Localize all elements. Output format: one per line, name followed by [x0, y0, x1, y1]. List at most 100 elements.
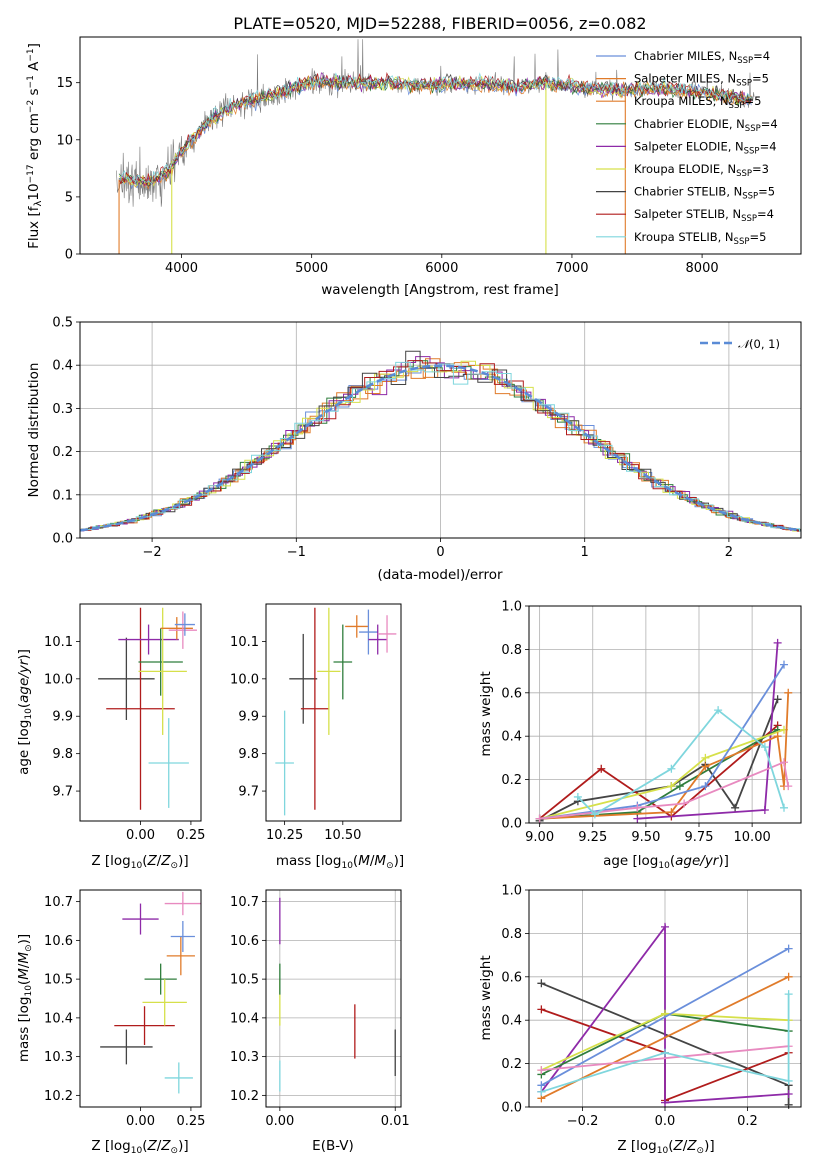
- y-tick-label: 0.0: [501, 817, 522, 832]
- y-tick-label: 10.3: [230, 1050, 259, 1065]
- label-part: 10: [26, 183, 42, 200]
- x-tick-label: 0.01: [381, 1114, 410, 1129]
- massweight-vs-z-marker: [784, 972, 793, 981]
- massweight-vs-age-marker: [784, 782, 793, 791]
- label-part: Z: [160, 1138, 171, 1154]
- massweight-vs-age-marker: [535, 814, 544, 823]
- y-tick-label: 0.4: [52, 359, 73, 374]
- label-part: −1: [26, 75, 36, 88]
- label-part: M: [358, 853, 370, 869]
- x-tick-label: 9.75: [685, 830, 714, 845]
- label-part: log: [16, 720, 32, 741]
- massweight-vs-z-marker: [784, 990, 793, 999]
- massweight-vs-age-marker: [667, 782, 676, 791]
- label-part: age/yr: [16, 658, 32, 703]
- figure-title: PLATE=0520, MJD=52288, FIBERID=0056, z=0…: [233, 14, 646, 33]
- y-tick-label: 9.7: [238, 785, 259, 800]
- x-tick-label: 2: [725, 545, 733, 560]
- massweight-vs-z-marker: [784, 1100, 793, 1109]
- spectrum-y-label: Flux [fλ10−17 erg cm−2 s−1 A−1]: [26, 43, 44, 249]
- legend-label-part: =3: [752, 162, 769, 176]
- label-part: M: [16, 952, 32, 964]
- legend-label-part: SSP: [736, 169, 752, 179]
- legend-label: Kroupa MILES, NSSP=5: [634, 94, 761, 111]
- label-part: 10: [131, 1146, 143, 1156]
- legend-label-part: Kroupa MILES, N: [634, 94, 729, 108]
- mass-vs-z-frame: [79, 889, 202, 1108]
- x-tick-label: 4000: [165, 261, 198, 276]
- y-tick-label: 9.7: [52, 785, 73, 800]
- mass-vs-z-axes: 0.00 0.25 10.2 10.3 10.4 10.5 10.6 10.7: [44, 895, 205, 1129]
- label-part: ⊙: [171, 861, 179, 871]
- label-part: age [: [603, 853, 638, 869]
- label-part: (: [142, 1138, 147, 1154]
- x-tick-label: 0.00: [126, 828, 155, 843]
- legend-label-part: Salpeter MILES, N: [634, 72, 736, 86]
- massweight-vs-age-marker: [680, 799, 689, 808]
- massweight-vs-age-series-line: [539, 664, 785, 820]
- label-part: )]: [16, 934, 32, 945]
- age-vs-z-frame: [79, 603, 202, 822]
- y-tick-label: 0.2: [501, 1057, 522, 1072]
- spectrum-axes: 4000 5000 6000 7000 8000 0 5 10 15: [56, 76, 718, 276]
- y-tick-label: 10.1: [230, 635, 259, 650]
- massweight-vs-z-marker: [661, 1098, 669, 1107]
- x-tick-label: −0.2: [567, 1114, 599, 1129]
- label-part: Z [: [617, 1138, 636, 1154]
- y-tick-label: 10.0: [230, 672, 259, 687]
- label-part: (: [353, 853, 358, 869]
- massweight-vs-z-marker: [784, 1089, 793, 1098]
- legend-label-part: Kroupa STELIB, N: [634, 230, 734, 244]
- legend-label-part: SSP: [736, 79, 752, 89]
- label-part: mass [: [276, 853, 321, 869]
- y-tick-label: 0.6: [501, 686, 522, 701]
- y-tick-label: 10.2: [230, 1089, 259, 1104]
- legend-label-part: Chabrier ELODIE, N: [634, 117, 745, 131]
- label-part: )]: [178, 1138, 189, 1154]
- y-tick-label: 10.5: [230, 973, 259, 988]
- massweight-vs-age-y-label: mass weight: [478, 671, 494, 756]
- label-part: (: [142, 853, 147, 869]
- x-tick-label: 0.25: [176, 1114, 205, 1129]
- legend-label-part: SSP: [734, 237, 750, 247]
- x-tick-label: 0: [436, 545, 444, 560]
- label-part: log: [16, 997, 32, 1018]
- y-tick-label: 1.0: [501, 600, 522, 615]
- massweight-vs-z-frame: [528, 889, 802, 1108]
- massweight-vs-z-marker: [661, 1048, 669, 1057]
- massweight-vs-z-marker: [537, 1066, 546, 1075]
- legend-label-part: SSP: [744, 146, 760, 156]
- mass-vs-ebv-x-label: E(B-V): [312, 1138, 354, 1154]
- label-part: Z: [686, 1138, 697, 1154]
- y-tick-label: 10.3: [44, 1050, 73, 1065]
- massweight-vs-z-marker: [661, 922, 669, 931]
- label-part: 10: [341, 861, 353, 871]
- y-tick-label: 10.6: [230, 934, 259, 949]
- label-part: )]: [16, 649, 32, 660]
- label-part: )]: [178, 853, 189, 869]
- label-part: log: [110, 853, 131, 869]
- x-tick-label: 7000: [555, 261, 588, 276]
- label-part: (0, 1): [749, 337, 780, 351]
- y-tick-label: 10.0: [44, 672, 73, 687]
- massweight-vs-age-marker: [701, 782, 710, 791]
- y-tick-label: 0.4: [501, 730, 522, 745]
- massweight-vs-age-marker: [760, 805, 769, 814]
- spectrum-x-label: wavelength [Angstrom, rest frame]: [321, 282, 559, 298]
- histogram-y-label: Normed distribution: [26, 363, 42, 498]
- legend-label-part: =4: [753, 49, 770, 63]
- y-tick-label: 10.6: [44, 934, 73, 949]
- y-tick-label: 9.9: [52, 710, 73, 725]
- label-part: A: [26, 61, 42, 75]
- legend-label-part: SSP: [741, 214, 757, 224]
- y-tick-label: 1.0: [501, 884, 522, 899]
- massweight-vs-z-y-label: mass weight: [478, 955, 494, 1040]
- massweight-vs-age-marker: [773, 695, 782, 704]
- label-part: (: [668, 1138, 673, 1154]
- massweight-vs-age-marker: [780, 660, 788, 669]
- x-tick-label: 0.2: [737, 1114, 758, 1129]
- x-tick-label: 0.0: [655, 1114, 676, 1129]
- label-part: age/yr: [675, 853, 720, 869]
- x-tick-label: −2: [143, 545, 162, 560]
